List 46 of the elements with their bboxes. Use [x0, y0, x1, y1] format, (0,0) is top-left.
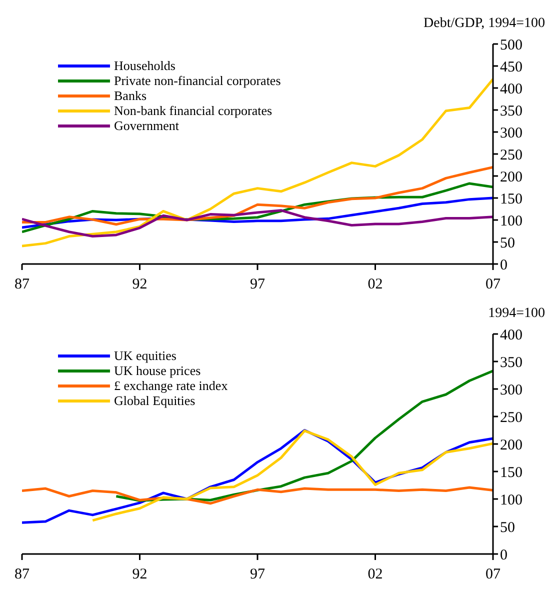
- legend-label: Banks: [114, 88, 146, 103]
- x-tick-label: 07: [486, 276, 501, 293]
- y-tick-label: 250: [500, 410, 522, 426]
- y-tick-label: 400: [500, 81, 522, 98]
- line-series: [22, 486, 493, 505]
- y-tick-label: 450: [500, 59, 522, 76]
- x-tick-label: 87: [14, 276, 30, 293]
- y-tick-label: 350: [500, 354, 522, 371]
- y-tick-label: 0: [500, 257, 508, 274]
- y-tick-label: 100: [500, 492, 522, 508]
- y-tick-label: 100: [500, 213, 522, 230]
- y-tick-label: 500: [500, 37, 522, 54]
- line-series: [91, 430, 493, 522]
- y-axis-title: 1994=100: [488, 306, 545, 322]
- legend-label: Households: [114, 58, 176, 73]
- y-tick-label: 250: [500, 147, 522, 164]
- y-tick-label: 200: [500, 169, 522, 186]
- legend-label: £ exchange rate index: [114, 378, 228, 393]
- legend-label: UK house prices: [114, 363, 201, 378]
- x-tick-label: 97: [250, 566, 266, 583]
- legend-label: Non-bank financial corporates: [114, 103, 272, 118]
- legend-label: Private non-financial corporates: [114, 73, 281, 88]
- y-tick-label: 350: [500, 103, 522, 120]
- y-tick-label: 0: [500, 547, 508, 564]
- y-tick-label: 50: [500, 235, 515, 252]
- line-series: [22, 166, 493, 226]
- y-tick-label: 150: [500, 191, 522, 208]
- y-tick-label: 50: [500, 520, 515, 536]
- x-tick-label: 97: [250, 276, 266, 293]
- x-tick-label: 92: [132, 276, 148, 293]
- x-tick-label: 92: [132, 566, 148, 583]
- legend-label: Government: [114, 118, 179, 133]
- x-tick-label: 87: [14, 566, 30, 583]
- legend-label: Global Equities: [114, 393, 196, 408]
- y-axis-title: Debt/GDP, 1994=100: [424, 16, 545, 32]
- y-tick-label: 400: [500, 327, 522, 344]
- y-tick-label: 200: [500, 437, 522, 454]
- y-tick-label: 150: [500, 464, 522, 481]
- y-tick-label: 300: [500, 125, 522, 142]
- line-series: [22, 78, 493, 248]
- x-tick-label: 02: [368, 276, 383, 293]
- legend-label: UK equities: [114, 348, 176, 363]
- x-tick-label: 07: [486, 566, 501, 583]
- y-tick-label: 300: [500, 382, 522, 398]
- x-tick-label: 02: [368, 566, 383, 583]
- line-series: [22, 209, 493, 238]
